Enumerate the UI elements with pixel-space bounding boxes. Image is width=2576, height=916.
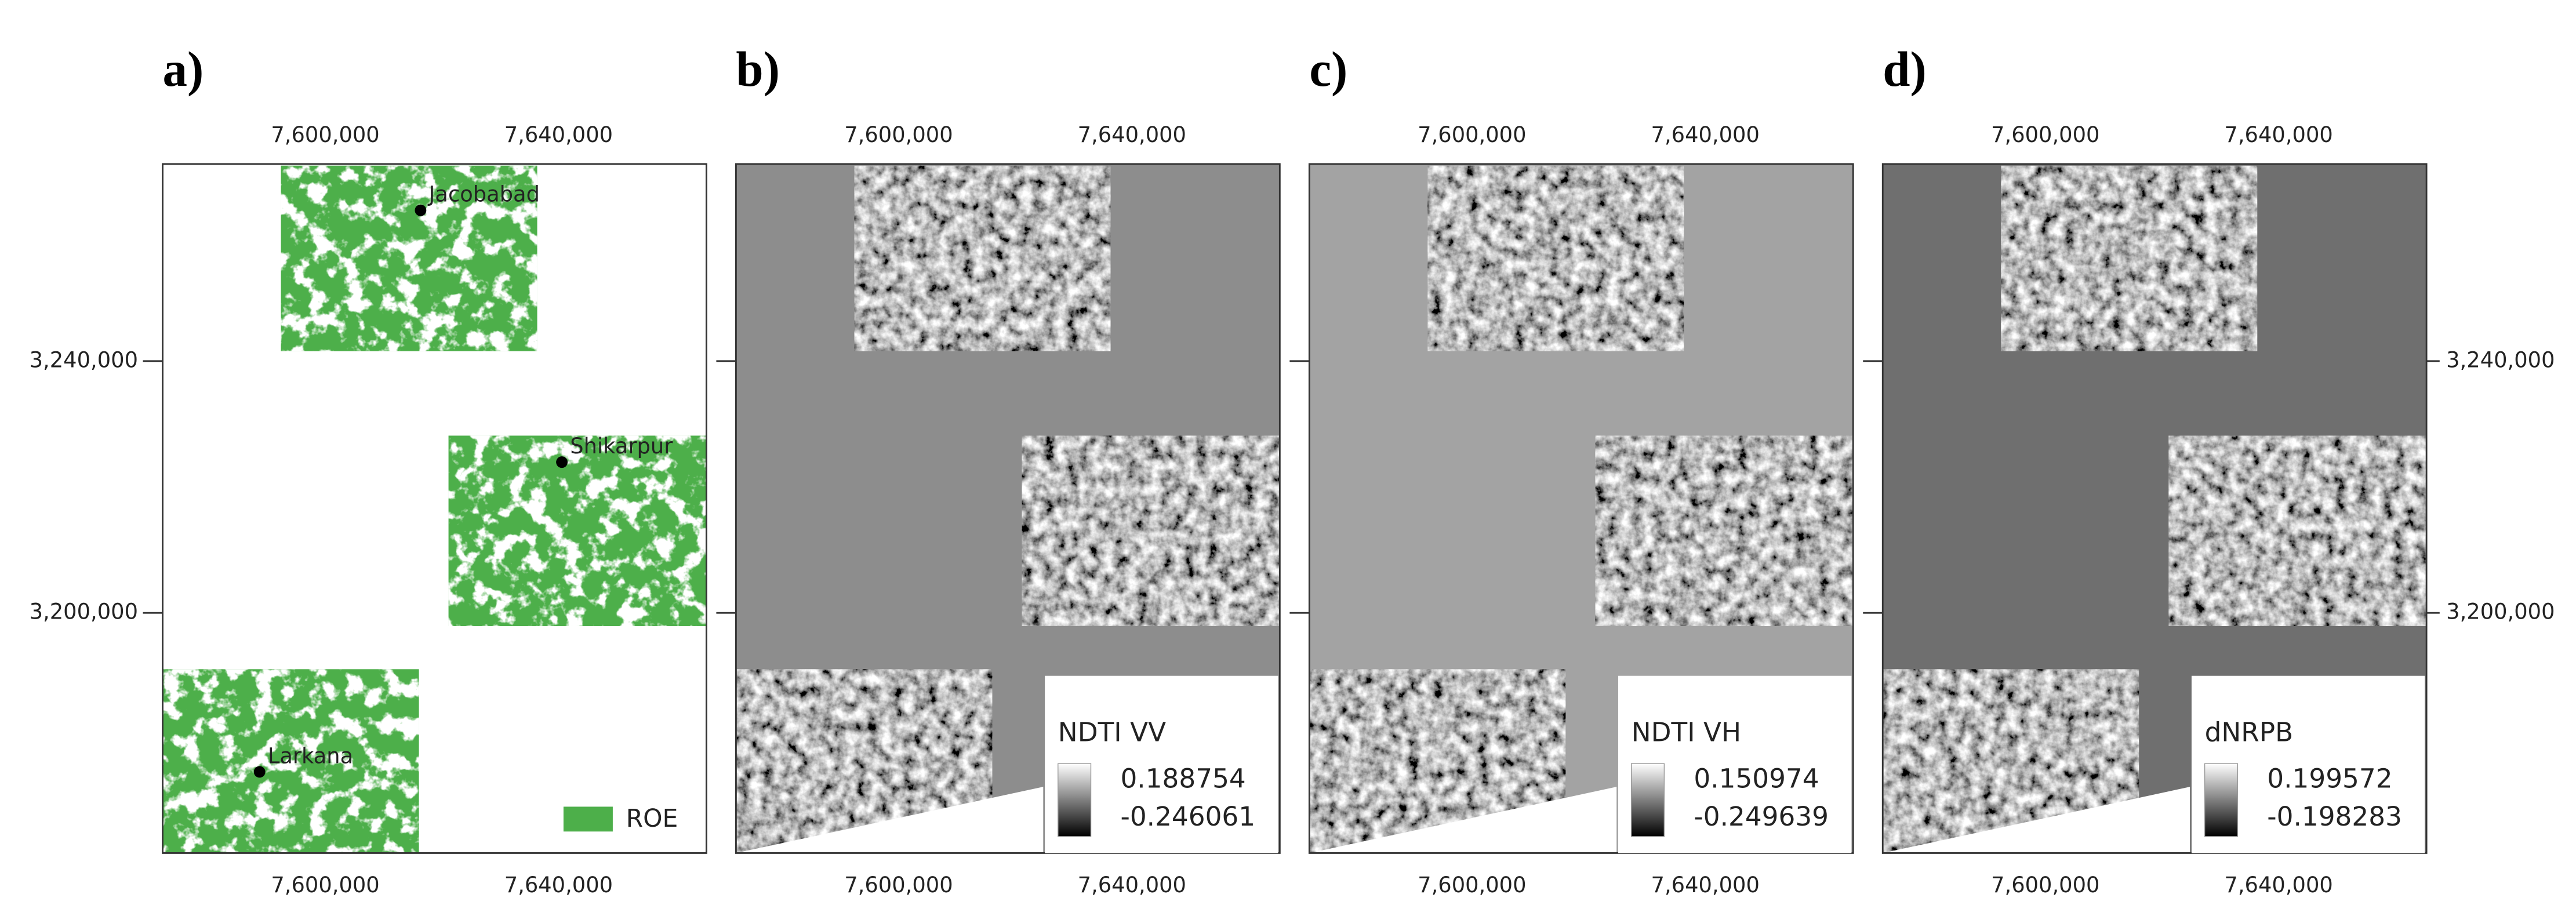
panel-label: c) (1309, 42, 1347, 97)
map-frame (1881, 163, 2428, 854)
place-marker (556, 456, 568, 468)
right-tick-label: 3,200,000 (2446, 599, 2555, 624)
place-marker (253, 766, 266, 778)
bottom-tick-label: 7,640,000 (2224, 873, 2332, 897)
legend-min: -0.249639 (1694, 801, 1829, 832)
bottom-tick-label: 7,600,000 (1418, 873, 1526, 897)
top-tick-label: 7,640,000 (1651, 122, 1760, 147)
top-tick-label: 7,640,000 (504, 122, 613, 147)
raster-image (2001, 165, 2258, 351)
map-panel: b) 7,600,000 7,640,000 7,600,000 7,640,000 ND… (716, 42, 1281, 897)
top-tick-label: 7,600,000 (844, 122, 953, 147)
panel-label: d) (1883, 42, 1927, 97)
bottom-tick-label: 7,640,000 (504, 873, 613, 897)
legend-min: -0.198283 (2267, 801, 2402, 832)
place-label: Jacobabad (428, 182, 540, 207)
legend-ramp (2204, 763, 2238, 837)
legend-swatch (563, 806, 613, 832)
map-panel: d) 7,600,000 7,640,000 7,600,000 7,640,000 3,… (1863, 42, 2555, 897)
raster-image (1022, 435, 1280, 626)
place-label: Larkana (268, 743, 353, 768)
legend-ramp (1631, 763, 1665, 837)
left-tick-label: 3,200,000 (30, 599, 138, 624)
legend-title: NDTI VH (1632, 717, 1741, 747)
legend-label: ROE (626, 804, 678, 833)
legend-ramp (1058, 763, 1092, 837)
legend-title: dNRPB (2205, 717, 2294, 747)
place-label: Shikarpur (570, 434, 673, 459)
top-tick-label: 7,640,000 (2224, 122, 2332, 147)
panel-label: b) (736, 42, 780, 97)
map-panel: c) 7,600,000 7,640,000 7,600,000 7,640,000 ND… (1289, 42, 1854, 897)
raster-image (2168, 435, 2427, 626)
legend-max: 0.199572 (2267, 763, 2392, 794)
map-frame (735, 163, 1281, 854)
top-tick-label: 7,640,000 (1078, 122, 1186, 147)
roe-gaps (448, 435, 707, 626)
map-panel: a) 7,600,000 7,640,000 7,600,000 7,640,000 3,… (30, 42, 707, 897)
raster-image (1427, 165, 1684, 351)
left-tick-label: 3,240,000 (30, 347, 138, 372)
legend-max: 0.150974 (1694, 763, 1819, 794)
place-marker (415, 204, 427, 216)
bottom-tick-label: 7,600,000 (844, 873, 953, 897)
top-tick-label: 7,600,000 (271, 122, 379, 147)
raster-image (854, 165, 1111, 351)
legend-min: -0.246061 (1120, 801, 1255, 832)
panel-label: a) (163, 42, 204, 97)
legend-title: NDTI VV (1058, 717, 1166, 747)
roe-gaps (281, 165, 537, 351)
bottom-tick-label: 7,600,000 (271, 873, 379, 897)
map-frame (1308, 163, 1854, 854)
right-tick-label: 3,240,000 (2446, 347, 2555, 372)
raster-image (1595, 435, 1854, 626)
map-frame (162, 163, 707, 854)
bottom-tick-label: 7,600,000 (1991, 873, 2099, 897)
top-tick-label: 7,600,000 (1991, 122, 2099, 147)
roe-gaps (162, 669, 419, 853)
bottom-tick-label: 7,640,000 (1078, 873, 1186, 897)
legend-max: 0.188754 (1120, 763, 1245, 794)
top-tick-label: 7,600,000 (1418, 122, 1526, 147)
bottom-tick-label: 7,640,000 (1651, 873, 1760, 897)
